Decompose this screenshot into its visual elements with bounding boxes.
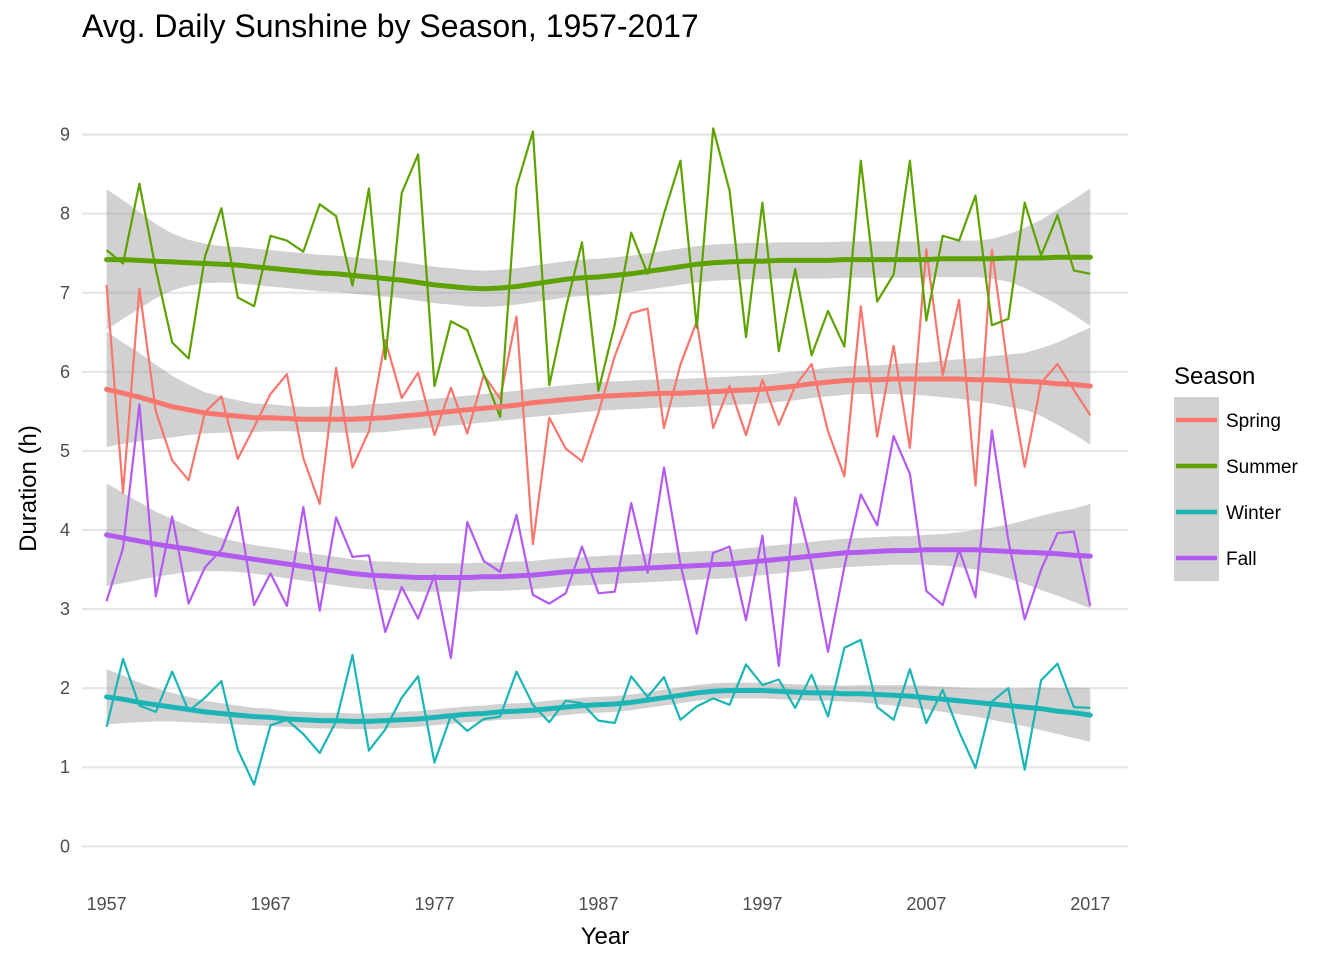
x-axis-title: Year <box>581 923 630 950</box>
x-tick-label-1967: 1967 <box>251 894 291 914</box>
x-tick-label-1987: 1987 <box>578 894 618 914</box>
series-line-fall <box>105 403 1092 668</box>
confidence-band-fall <box>106 483 1091 609</box>
confidence-band-summer <box>106 188 1091 330</box>
legend: Season Spring Summer Winter Fall <box>1174 363 1298 581</box>
legend-key-background <box>1174 397 1219 581</box>
axis-layer: 0 1 2 3 4 5 6 7 8 9 1957 1967 1977 1987 1997 2007 2017 <box>60 125 1110 914</box>
series-line-winter <box>105 638 1091 786</box>
chart-title: Avg. Daily Sunshine by Season, 1957-2017 <box>82 8 699 44</box>
y-tick-label-6: 6 <box>60 362 70 382</box>
y-tick-label-0: 0 <box>60 836 70 856</box>
trend-line-summer <box>104 254 1093 292</box>
y-tick-label-9: 9 <box>60 125 70 145</box>
series-line-spring <box>105 248 1092 546</box>
trend-line-spring <box>104 376 1093 422</box>
y-tick-label-7: 7 <box>60 283 70 303</box>
legend-label-fall: Fall <box>1226 549 1257 570</box>
trend-line-winter <box>104 688 1093 724</box>
legend-label-spring: Spring <box>1226 411 1281 432</box>
legend-label-winter: Winter <box>1226 503 1282 524</box>
y-tick-label-2: 2 <box>60 678 70 698</box>
confidence-band-layer <box>106 188 1091 742</box>
x-tick-label-1997: 1997 <box>742 894 782 914</box>
trend-line-layer <box>104 254 1093 724</box>
series-line-summer <box>105 127 1091 418</box>
x-tick-label-1977: 1977 <box>414 894 454 914</box>
y-tick-label-8: 8 <box>60 204 70 224</box>
y-axis-title: Duration (h) <box>15 425 42 552</box>
x-tick-label-2007: 2007 <box>906 894 946 914</box>
trend-line-fall <box>104 532 1093 580</box>
legend-label-summer: Summer <box>1226 457 1298 478</box>
y-tick-label-4: 4 <box>60 520 70 540</box>
x-tick-label-2017: 2017 <box>1070 894 1110 914</box>
y-tick-label-3: 3 <box>60 599 70 619</box>
legend-title: Season <box>1174 363 1255 390</box>
y-tick-label-1: 1 <box>60 757 70 777</box>
y-tick-label-5: 5 <box>60 441 70 461</box>
x-tick-label-1957: 1957 <box>87 894 127 914</box>
raw-series-layer <box>105 127 1092 786</box>
